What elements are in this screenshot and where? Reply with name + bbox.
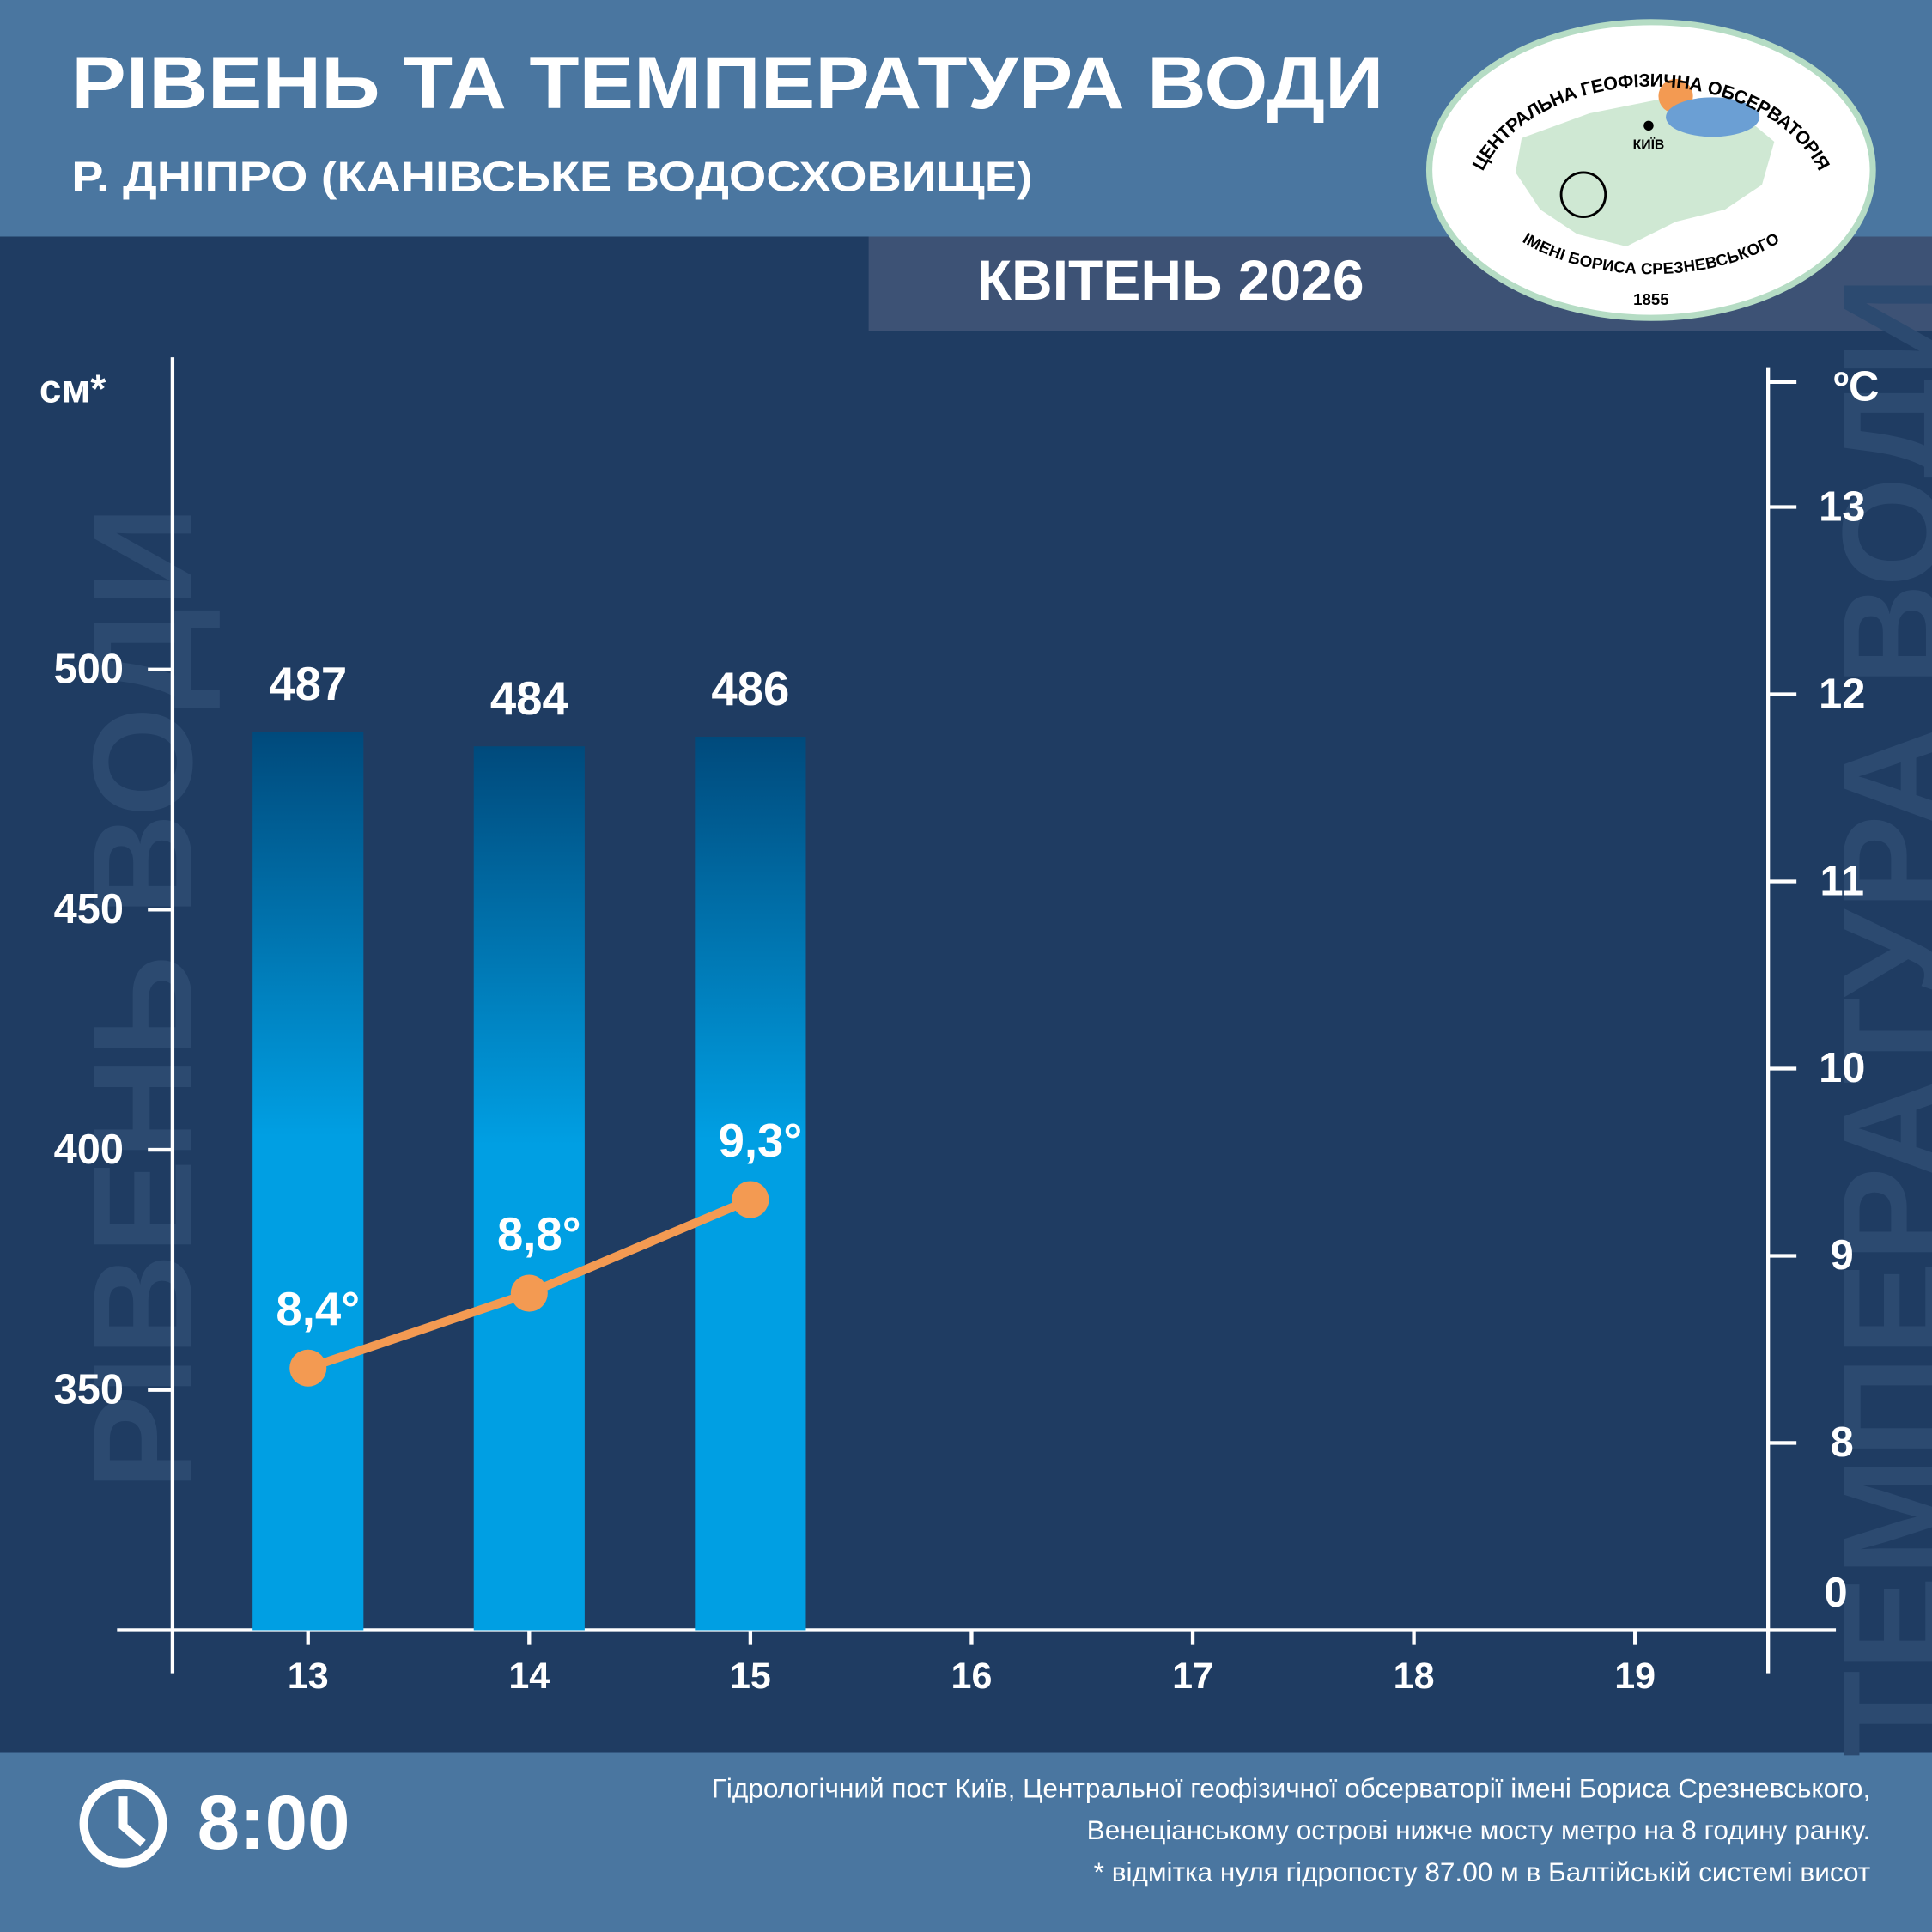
bar-label: 487 — [269, 658, 347, 710]
footer-note: * відмітка нуля гідропосту 87.00 м в Бал… — [1094, 1856, 1871, 1887]
y-axis-label: РІВЕНЬ ВОДИ — [64, 506, 222, 1490]
footer — [0, 1752, 1932, 1932]
temperature-point — [732, 1181, 769, 1218]
y2-tick-label: 9 — [1831, 1232, 1854, 1279]
y2-tick-label: 13 — [1819, 483, 1865, 530]
temperature-label: 8,8° — [497, 1208, 581, 1261]
footer-note: Венеціанському острові нижче мосту метро… — [1087, 1814, 1871, 1845]
y-tick-label: 400 — [54, 1127, 124, 1173]
bar-label: 486 — [711, 663, 789, 715]
x-tick-label: 13 — [288, 1656, 329, 1697]
bar-label: 484 — [490, 672, 569, 725]
temperature-point — [289, 1349, 327, 1387]
y2-axis-label: ТЕМПЕРАТУРА ВОДИ — [1814, 276, 1932, 1757]
y2-tick-label: 12 — [1819, 671, 1865, 717]
x-tick-label: 19 — [1614, 1656, 1656, 1697]
y2-tick-label: 8 — [1831, 1419, 1854, 1466]
y-unit: см* — [39, 366, 106, 410]
y-tick-label: 450 — [54, 886, 124, 933]
x-tick-label: 15 — [730, 1656, 771, 1697]
y2-tick-label: 11 — [1820, 858, 1864, 904]
logo: ЦЕНТРАЛЬНА ГЕОФІЗИЧНА ОБСЕРВАТОРІЯ ІМЕНІ… — [1425, 19, 1876, 321]
x-tick-label: 18 — [1394, 1656, 1435, 1697]
subtitle: Р. ДНІПРО (КАНІВСЬКЕ ВОДОСХОВИЩЕ) — [71, 154, 1032, 200]
logo-dot — [1643, 120, 1654, 131]
y-tick-label: 500 — [54, 646, 124, 692]
x-tick-label: 17 — [1172, 1656, 1213, 1697]
time: 8:00 — [197, 1779, 350, 1865]
clock-icon — [79, 1779, 167, 1868]
title: РІВЕНЬ ТА ТЕМПЕРАТУРА ВОДИ — [71, 42, 1383, 125]
logo-city: КИЇВ — [1633, 137, 1665, 152]
x-tick-label: 14 — [508, 1656, 550, 1697]
axes — [117, 357, 1837, 1674]
temperature-point — [510, 1274, 548, 1312]
bar — [473, 746, 585, 1631]
footer-note: Гідрологічний пост Київ, Центральної гео… — [712, 1772, 1870, 1803]
bar — [252, 732, 364, 1631]
clock-hands — [118, 1796, 146, 1847]
temperature-label: 9,3° — [719, 1115, 803, 1167]
logo-cloud — [1666, 97, 1760, 137]
period: КВІТЕНЬ 2026 — [977, 248, 1364, 312]
y2-axis-break-label: 0 — [1825, 1570, 1848, 1616]
y-tick-label: 350 — [54, 1367, 124, 1413]
logo-year: 1855 — [1633, 290, 1668, 308]
x-tick-label: 16 — [951, 1656, 993, 1697]
temperature-label: 8,4° — [276, 1283, 360, 1335]
y2-tick-label: 10 — [1819, 1045, 1865, 1091]
y2-unit: ºC — [1833, 363, 1879, 410]
logo-dish — [1559, 171, 1607, 218]
